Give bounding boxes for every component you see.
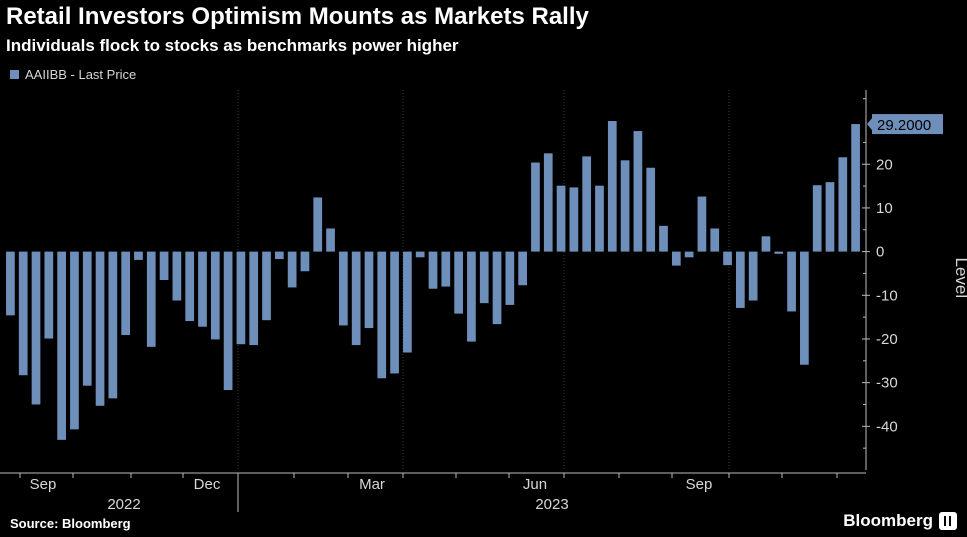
last-value-label: 29.2000 bbox=[877, 117, 931, 134]
bar bbox=[287, 251, 297, 288]
bar bbox=[57, 251, 66, 440]
y-tick-label: -10 bbox=[876, 287, 898, 304]
x-month-label: Sep bbox=[30, 476, 57, 493]
bar bbox=[607, 121, 617, 252]
last-value-tag bbox=[872, 114, 943, 135]
bar bbox=[313, 197, 323, 252]
bar bbox=[134, 251, 143, 260]
bar bbox=[274, 251, 284, 260]
chart-title: Retail Investors Optimism Mounts as Mark… bbox=[6, 3, 589, 30]
bar bbox=[582, 156, 592, 252]
bar bbox=[838, 157, 848, 252]
bar bbox=[748, 251, 758, 301]
x-year-label: 2023 bbox=[535, 496, 568, 512]
bar bbox=[620, 160, 630, 252]
bar bbox=[172, 251, 182, 301]
bar bbox=[236, 251, 246, 345]
bar bbox=[543, 153, 553, 252]
bar bbox=[44, 251, 54, 339]
bar bbox=[723, 251, 732, 266]
y-tick-label: -20 bbox=[876, 331, 898, 348]
source-note: Source: Bloomberg bbox=[10, 516, 131, 531]
bar bbox=[735, 251, 745, 308]
bar bbox=[415, 251, 425, 258]
bar bbox=[390, 251, 399, 374]
y-axis-title: Level bbox=[952, 257, 967, 298]
legend-label: AAIIBB - Last Price bbox=[25, 67, 137, 82]
x-month-label: Mar bbox=[359, 476, 385, 493]
bar bbox=[646, 167, 656, 252]
legend-swatch bbox=[10, 70, 19, 79]
bloomberg-logo-icon bbox=[939, 512, 957, 530]
x-month-label: Dec bbox=[194, 476, 221, 493]
bar bbox=[569, 187, 579, 252]
bar bbox=[697, 196, 707, 252]
y-tick-label: -30 bbox=[876, 375, 898, 392]
bar bbox=[403, 251, 412, 353]
bar bbox=[851, 124, 860, 252]
bar bbox=[556, 185, 566, 252]
bar bbox=[31, 251, 41, 405]
bar bbox=[671, 251, 681, 266]
y-tick-label: 10 bbox=[876, 200, 893, 217]
bar bbox=[774, 251, 784, 254]
bar bbox=[300, 251, 310, 272]
bar bbox=[364, 251, 374, 329]
bar bbox=[377, 251, 387, 379]
bar bbox=[800, 251, 809, 365]
bar bbox=[505, 251, 515, 305]
last-value-pointer bbox=[867, 118, 872, 131]
bar bbox=[249, 251, 259, 346]
chart-subtitle: Individuals flock to stocks as benchmark… bbox=[6, 36, 459, 55]
y-tick-label: 20 bbox=[876, 156, 893, 173]
bar bbox=[339, 251, 348, 326]
bar bbox=[518, 251, 527, 286]
bar bbox=[70, 251, 79, 430]
brand-logo: Bloomberg bbox=[843, 511, 957, 531]
brand-name: Bloomberg bbox=[843, 511, 933, 530]
bar bbox=[18, 251, 28, 376]
bar bbox=[454, 251, 463, 314]
bar-chart: -40 -30 -20 -10 0 10 20 Level 29.2000 Sep Dec Mar Ju… bbox=[0, 90, 967, 512]
bar bbox=[159, 251, 169, 280]
bar bbox=[210, 251, 220, 340]
bar bbox=[492, 251, 502, 325]
bar bbox=[812, 185, 822, 252]
bar bbox=[825, 182, 835, 252]
bar bbox=[531, 162, 540, 252]
bar bbox=[223, 251, 233, 391]
y-tick-label: -40 bbox=[876, 418, 898, 435]
bar bbox=[787, 251, 796, 312]
bar bbox=[121, 251, 131, 336]
bar bbox=[198, 251, 207, 327]
bar bbox=[6, 251, 15, 316]
bar bbox=[659, 225, 668, 252]
bar bbox=[428, 251, 438, 289]
bar bbox=[95, 251, 105, 406]
bar bbox=[185, 251, 195, 322]
bar bbox=[684, 251, 694, 258]
x-month-label: Jun bbox=[523, 476, 547, 493]
bar bbox=[595, 185, 604, 252]
chart-legend: AAIIBB - Last Price bbox=[10, 67, 136, 82]
bar bbox=[146, 251, 156, 347]
bar bbox=[82, 251, 92, 386]
bar bbox=[108, 251, 118, 399]
bar bbox=[633, 131, 643, 252]
bar bbox=[479, 251, 489, 304]
bar bbox=[262, 251, 271, 321]
bar bbox=[326, 228, 335, 252]
x-year-label: 2022 bbox=[107, 496, 140, 512]
bar bbox=[761, 236, 771, 252]
bar bbox=[351, 251, 361, 346]
bar bbox=[467, 251, 476, 342]
x-month-label: Sep bbox=[686, 476, 713, 493]
bar bbox=[441, 251, 451, 287]
y-tick-label: 0 bbox=[876, 244, 884, 261]
bar bbox=[710, 228, 720, 252]
